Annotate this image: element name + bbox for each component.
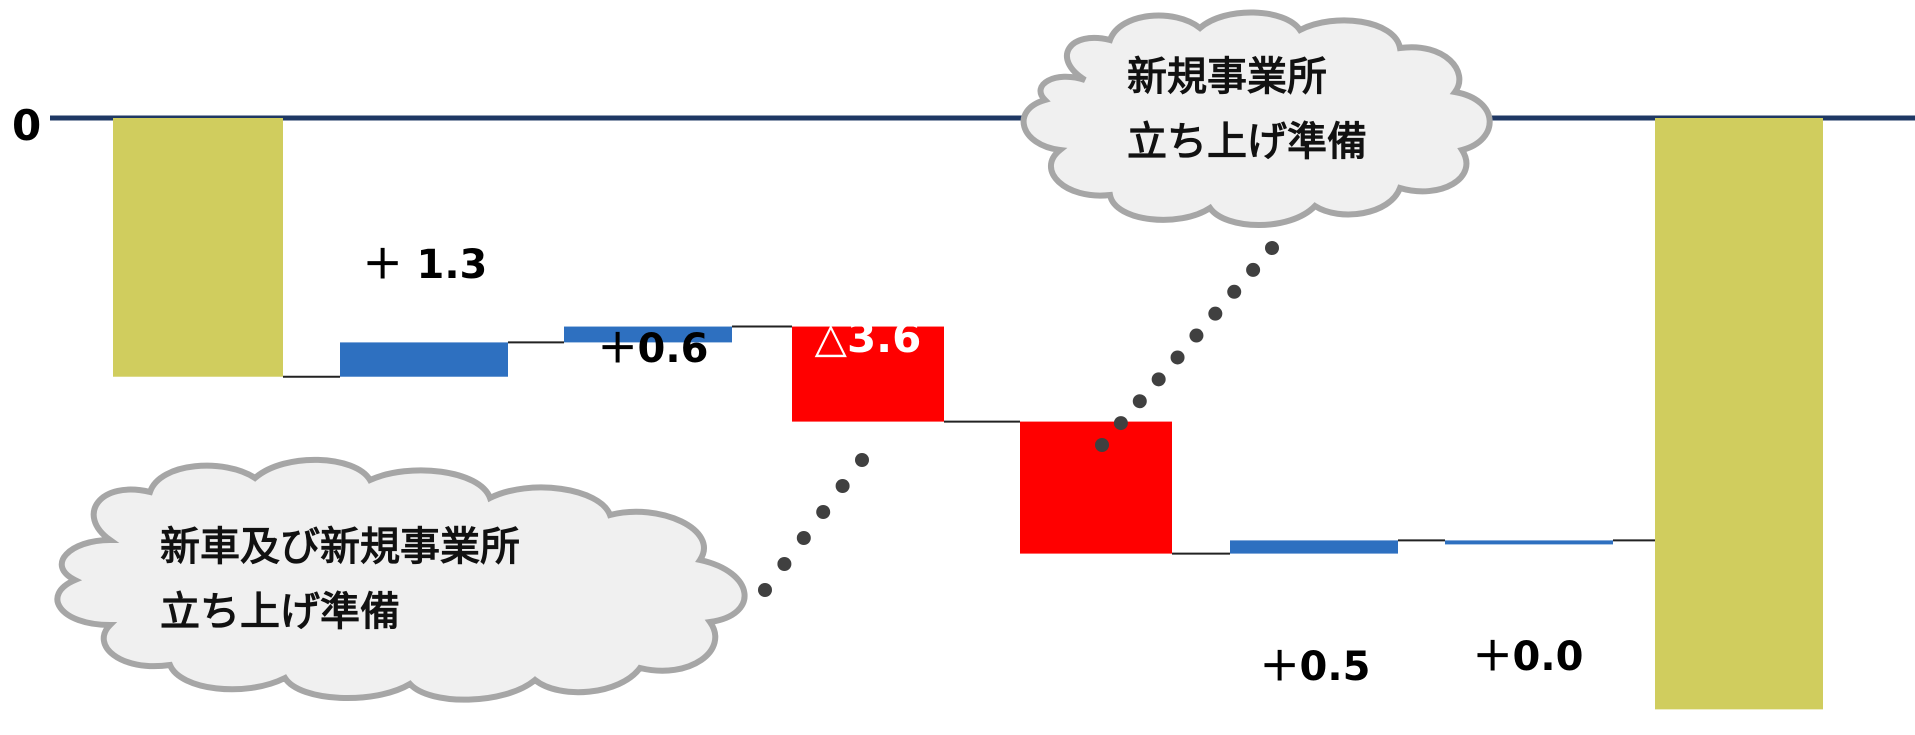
value-label-5: ＋0.5 (1260, 644, 1371, 690)
y-axis-zero-label: 0 (12, 101, 41, 150)
value-labels: ＋ 1.3 ＋0.6 △3.6 △5.0 ＋0.5 ＋0.0 (363, 242, 1584, 690)
callout-pointer-dots (758, 241, 1279, 597)
upper-pointer-dot-6 (1151, 372, 1166, 387)
upper-pointer-dot-3 (1208, 306, 1223, 321)
value-label-6: ＋0.0 (1473, 634, 1584, 680)
upper-pointer-dot-7 (1132, 394, 1147, 409)
value-label-2: ＋0.6 (598, 326, 709, 372)
lower-pointer-dot-2 (816, 505, 831, 519)
bar-increase-1 (340, 342, 508, 377)
value-label-1: ＋ 1.3 (363, 242, 488, 288)
value-label-3: △3.6 (815, 313, 922, 362)
lower-pointer-dot-0 (855, 453, 869, 467)
lower-pointer-dot-3 (796, 531, 811, 545)
bar-increase-6 (1445, 540, 1613, 545)
upper-pointer-dot-9 (1095, 438, 1109, 452)
callout-upper-line-2: 立ち上げ準備 (1127, 119, 1367, 165)
callout-lower-line-1: 新車及び新規事業所 (160, 524, 520, 570)
lower-pointer-dot-5 (758, 583, 772, 597)
callout-lower: 新車及び新規事業所 立ち上げ準備 (54, 456, 748, 703)
lower-pointer-dot-4 (777, 557, 792, 571)
callout-upper: 新規事業所 立ち上げ準備 (1020, 9, 1493, 228)
callout-lower-line-2: 立ち上げ準備 (160, 589, 400, 635)
connector-lines (283, 325, 1655, 555)
bars-group (113, 118, 1823, 710)
bar-increase-5 (1230, 540, 1398, 554)
upper-pointer-dot-5 (1170, 350, 1185, 365)
upper-pointer-dot-0 (1265, 241, 1279, 255)
bar-total-0 (113, 118, 283, 377)
lower-pointer-dot-1 (835, 479, 850, 493)
value-label-4: △5.0 (1043, 556, 1150, 605)
bar-decrease-3 (792, 326, 944, 422)
bar-increase-2 (564, 326, 732, 343)
cloud-shape-upper (1020, 9, 1493, 228)
upper-pointer-dot-8 (1113, 416, 1128, 431)
upper-pointer-dot-4 (1189, 328, 1204, 343)
upper-pointer-dot-1 (1246, 262, 1261, 277)
cloud-shape-lower (54, 456, 748, 703)
bar-total-7 (1655, 118, 1823, 710)
callout-upper-line-1: 新規事業所 (1127, 54, 1327, 100)
upper-pointer-dot-2 (1227, 284, 1242, 299)
